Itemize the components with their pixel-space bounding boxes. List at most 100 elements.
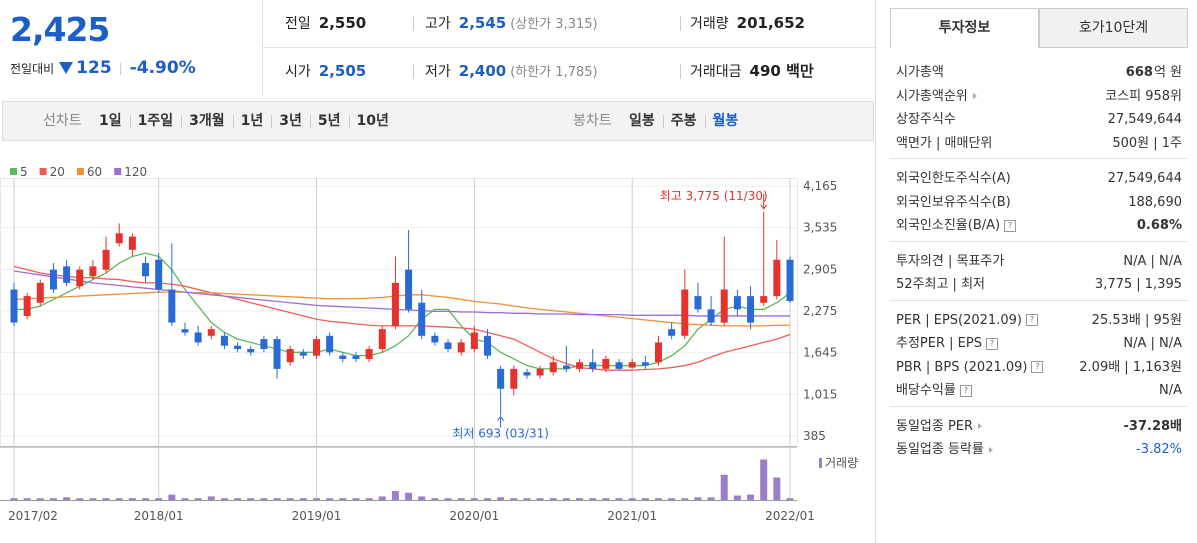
help-icon[interactable]: ? (1025, 314, 1038, 326)
period-button[interactable]: 1년 (240, 113, 264, 129)
more-arrow[interactable] (972, 93, 977, 99)
value: 2,545 (458, 14, 507, 32)
y-tick-label: 3,535 (803, 221, 837, 235)
value: 2,505 (318, 62, 367, 80)
label-text: 액면가 | 매매단위 (896, 135, 993, 151)
down-arrow (59, 62, 74, 74)
candle-body (483, 335, 491, 356)
info-row: 외국인한도주식수(A) 27,549,644 (896, 168, 1182, 190)
y-tick-label: 4,165 (803, 179, 837, 193)
separator (181, 115, 183, 128)
period-button[interactable]: 10년 (356, 113, 389, 129)
value-text: 500원 | 1주 (1112, 135, 1182, 151)
help-icon[interactable]: ? (1004, 219, 1017, 232)
help-icon[interactable]: ? (985, 337, 998, 350)
more-arrow[interactable] (978, 423, 983, 429)
candle-body (773, 259, 781, 297)
group-separator (890, 299, 1188, 301)
candle-body (260, 339, 268, 350)
period-button[interactable]: 일봉 (629, 113, 655, 129)
period-button[interactable]: 월봉 (712, 113, 739, 129)
candle-body (562, 365, 570, 369)
value-text: 188,690 (1128, 194, 1182, 210)
help-icon[interactable]: ? (959, 384, 972, 397)
period-button[interactable]: 1일 (99, 113, 122, 129)
pipe (413, 16, 414, 31)
info-row: 외국인보유주식수(B) 188,690 (896, 192, 1182, 214)
volume-bar (313, 498, 321, 500)
volume-bar (431, 498, 439, 500)
volume-bar (786, 498, 794, 500)
volume-bar (510, 498, 518, 500)
candle-body (497, 368, 505, 389)
candle-body (760, 296, 768, 303)
volume-bar (733, 495, 741, 500)
info-row: 투자의견 | 목표주가 N/A | N/A (896, 251, 1182, 273)
volume-bar (562, 498, 570, 500)
candle-body (391, 282, 399, 326)
period-button[interactable]: 1주일 (137, 113, 174, 129)
candle-body (747, 296, 755, 323)
volume-bar (457, 498, 465, 500)
value-text: -37.28배 (1123, 418, 1182, 434)
volume-bar (615, 498, 623, 500)
volume-bar (589, 498, 597, 500)
change-line: 전일대비 125 | -4.90% (10, 58, 196, 78)
info-label: 상장주식수 (896, 109, 956, 131)
low-annotation: 최저 693 (03/31) (452, 427, 549, 441)
volume-bar (102, 498, 110, 500)
more-arrow[interactable] (988, 446, 993, 453)
volume-bar (641, 498, 649, 500)
legend-label: 20 (50, 165, 65, 179)
pipe (413, 64, 414, 79)
candle-body (694, 296, 702, 310)
volume-legend-swatch (819, 458, 822, 468)
volume-bar (773, 477, 781, 500)
x-tick-label: 2018/01 (134, 509, 184, 523)
tab[interactable]: 투자정보 (890, 8, 1039, 48)
label-text: 외국인소진율(B/A) (896, 218, 1001, 233)
volume-bar (207, 496, 215, 500)
info-label: 배당수익률? (896, 380, 972, 402)
y-tick-label: 1,645 (803, 346, 837, 360)
info-label: PBR | BPS (2021.09)? (896, 357, 1044, 379)
label-text: 52주최고 | 최저 (896, 277, 985, 292)
candle-body (207, 329, 215, 336)
volume-bar (707, 497, 715, 500)
info-row: PER | EPS(2021.09)? 25.53배 | 95원 (896, 310, 1182, 332)
help-icon[interactable]: ? (1031, 361, 1044, 373)
high-annotation: 최고 3,775 (11/30) (660, 189, 768, 203)
info-label: 동일업종 등락률 (896, 439, 993, 461)
summary-cell: 시가 2,505 (285, 48, 366, 96)
divider (875, 0, 876, 543)
volume-bar (720, 474, 728, 500)
info-row: 외국인소진율(B/A)? 0.68% (896, 215, 1182, 237)
volume-bar (536, 498, 544, 500)
candle-body (234, 345, 242, 350)
candle-body (352, 355, 360, 359)
tab[interactable]: 호가10단계 (1039, 8, 1188, 48)
volume-bar (497, 497, 505, 500)
period-button[interactable]: 5년 (317, 113, 341, 129)
period-button[interactable]: 3개월 (189, 113, 225, 129)
candle-body (102, 249, 110, 270)
period-button[interactable]: 주봉 (670, 113, 697, 129)
candle-body (457, 342, 465, 353)
info-value: N/A | N/A (1123, 333, 1182, 355)
period-button[interactable]: 3년 (279, 113, 302, 129)
candle-body (10, 289, 18, 323)
legend-swatch (76, 168, 84, 175)
volume-bar (602, 498, 610, 500)
summary-cell: 저가 2,400 (하한가 1,785) (425, 48, 598, 96)
value-text: N/A | N/A (1123, 336, 1182, 351)
volume-bar (523, 498, 531, 500)
info-label: 외국인보유주식수(B) (896, 192, 1011, 214)
y-tick-label: 2,905 (803, 262, 837, 276)
group-separator (890, 405, 1188, 407)
candle-body (523, 372, 531, 376)
label-text: 상장주식수 (896, 112, 956, 127)
volume-bar (168, 494, 176, 500)
volume-bar (23, 498, 31, 500)
legend-label: 120 (124, 165, 147, 179)
